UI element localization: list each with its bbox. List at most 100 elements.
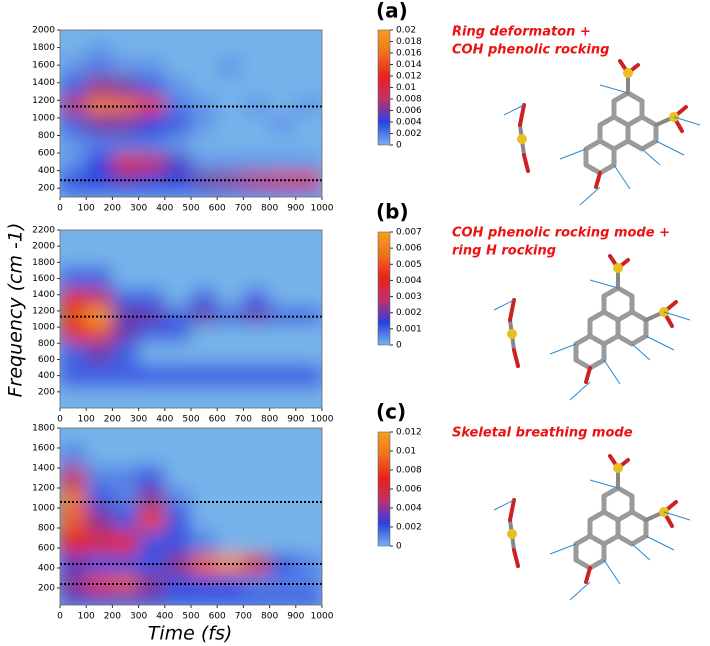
heatmap-cell — [138, 55, 166, 77]
annotation: Skeletal breathing mode — [452, 426, 633, 441]
heatmap-cell — [242, 530, 271, 554]
heatmap-cell — [138, 465, 166, 489]
colorbar-tick-label: 0.005 — [396, 260, 422, 270]
x-tick-label: 900 — [287, 612, 304, 622]
heatmap-cell — [138, 428, 166, 444]
heatmap-cell — [242, 243, 271, 267]
heatmap-cell — [269, 487, 297, 509]
x-tick-label: 800 — [261, 415, 278, 425]
heatmap-cell — [295, 230, 322, 245]
heatmap-cell — [164, 363, 192, 389]
heatmap-cell — [60, 132, 87, 155]
heatmap-cell — [85, 487, 113, 509]
colorbar — [377, 29, 391, 146]
colorbar — [377, 231, 391, 346]
heatmap-cell — [190, 573, 218, 592]
y-tick-label: 1400 — [32, 290, 55, 300]
heatmap-cell — [242, 288, 271, 308]
x-tick-label: 200 — [104, 415, 121, 425]
heatmap-cell — [242, 171, 271, 187]
y-tick-label: 600 — [38, 544, 55, 554]
heatmap-cell — [111, 153, 140, 173]
heatmap-cell — [164, 95, 192, 114]
heatmap-cell — [111, 363, 140, 389]
heatmap-cell — [216, 230, 244, 245]
heatmap-cell — [190, 387, 218, 408]
heatmap-cell — [60, 322, 87, 342]
heatmap-cell — [295, 95, 322, 114]
heatmap-cell — [190, 265, 218, 290]
colorbar-tick-label: 0.012 — [396, 72, 422, 82]
heatmap-cell — [111, 465, 140, 489]
heatmap-cell — [269, 40, 297, 57]
heatmap-cell — [138, 95, 166, 114]
heatmap-cell — [138, 387, 166, 408]
y-tick-label: 2200 — [32, 226, 55, 236]
x-tick-label: 600 — [209, 204, 226, 214]
heatmap-cell — [60, 590, 87, 605]
heatmap-cell — [216, 387, 244, 408]
heatmap-cell — [164, 428, 192, 444]
colorbar-tick-label: 0 — [396, 141, 402, 151]
heatmap-cell — [190, 132, 218, 155]
heatmap-cell — [60, 288, 87, 308]
heatmap-cell — [111, 322, 140, 342]
heatmap-cell — [242, 590, 271, 605]
heatmap-cell — [164, 573, 192, 592]
heatmap-cell — [216, 75, 244, 97]
x-tick-label: 500 — [182, 612, 199, 622]
heatmap-cell — [60, 340, 87, 364]
heatmap-cell — [164, 340, 192, 364]
heatmap-cell — [111, 243, 140, 267]
heatmap-cell — [216, 465, 244, 489]
x-tick-label: 600 — [209, 415, 226, 425]
heatmap-cell — [85, 306, 113, 324]
heatmap-cells — [60, 230, 322, 408]
heatmap-cell — [138, 363, 166, 389]
y-tick-label: 1600 — [32, 274, 55, 284]
heatmap-cell — [269, 442, 297, 466]
heatmap-cell — [190, 288, 218, 308]
heatmap-cell — [295, 530, 322, 554]
heatmap-cell — [216, 55, 244, 77]
heatmap-cell — [111, 171, 140, 187]
panel-label: (b) — [376, 200, 409, 224]
heatmap-cell — [85, 75, 113, 97]
x-tick-label: 500 — [182, 415, 199, 425]
heatmap-cell — [138, 113, 166, 134]
heatmap-cell — [269, 288, 297, 308]
y-tick-label: 400 — [38, 166, 55, 176]
heatmap-cell — [190, 487, 218, 509]
heatmap-cell — [295, 30, 322, 42]
heatmap-cell — [216, 487, 244, 509]
heatmap-cell — [60, 306, 87, 324]
heatmap-cell — [85, 153, 113, 173]
heatmap-cell — [269, 363, 297, 389]
heatmap-cell — [111, 30, 140, 42]
heatmap-cell — [85, 465, 113, 489]
x-tick-label: 300 — [130, 612, 147, 622]
heatmap-cell — [242, 363, 271, 389]
heatmap-cell — [138, 243, 166, 267]
heatmap-cell — [242, 340, 271, 364]
heatmap-cell — [111, 55, 140, 77]
heatmap-cell — [295, 153, 322, 173]
y-tick-label: 1000 — [32, 323, 55, 333]
heatmap-cell — [269, 507, 297, 531]
y-tick-label: 2000 — [32, 26, 55, 36]
heatmap-cell — [111, 288, 140, 308]
heatmap-cell — [269, 132, 297, 155]
heatmap-cell — [85, 185, 113, 197]
heatmap-cell — [295, 306, 322, 324]
y-tick-label: 600 — [38, 149, 55, 159]
x-tick-label: 900 — [287, 415, 304, 425]
heatmap-cell — [164, 265, 192, 290]
heatmap-cell — [138, 288, 166, 308]
heatmap-cell — [60, 387, 87, 408]
heatmap-cell — [111, 95, 140, 114]
heatmap-cell — [60, 507, 87, 531]
y-tick-label: 1800 — [32, 258, 55, 268]
x-axis-label: Time (fs) — [148, 623, 233, 645]
heatmap-cell — [190, 55, 218, 77]
y-tick-label: 400 — [38, 371, 55, 381]
